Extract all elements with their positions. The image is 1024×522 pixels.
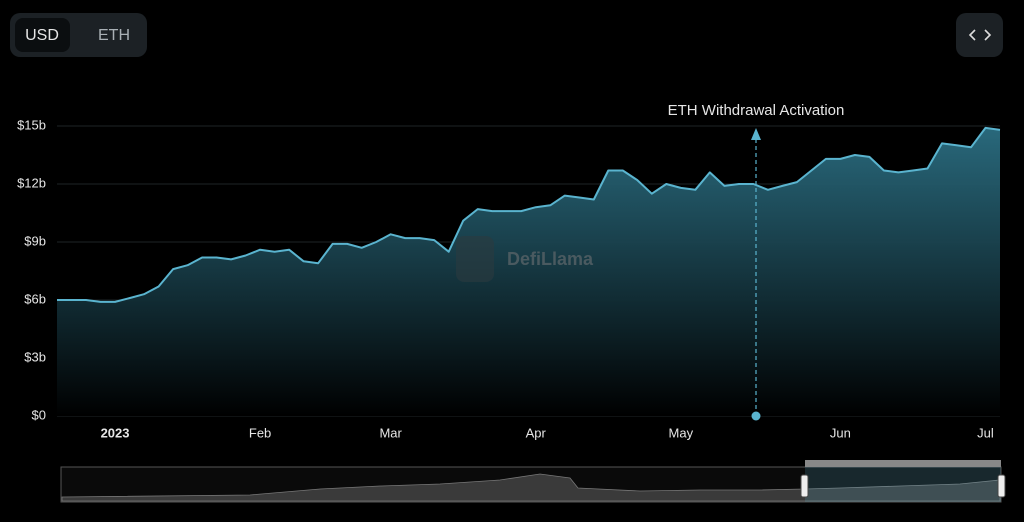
annotation-arrow bbox=[751, 128, 761, 140]
navigator-handle[interactable] bbox=[800, 474, 809, 498]
x-tick-label: 2023 bbox=[101, 425, 130, 440]
line bbox=[57, 126, 1001, 303]
x-tick-label: May bbox=[669, 425, 694, 440]
toggle-usd[interactable]: USD bbox=[25, 27, 59, 44]
y-tick-label: $0 bbox=[32, 407, 46, 422]
embed-icon bbox=[968, 29, 992, 41]
embed-button[interactable] bbox=[956, 13, 1003, 57]
y-tick-label: $3b bbox=[24, 349, 46, 364]
x-tick-label: Jun bbox=[830, 425, 851, 440]
x-tick-label: Apr bbox=[526, 425, 547, 440]
navigator-bar[interactable] bbox=[805, 460, 1001, 467]
y-tick-label: $12b bbox=[17, 175, 46, 190]
watermark-logo bbox=[456, 236, 494, 282]
plot-area: $0 $3b $6b $9b $12b $15b 2023 Feb Mar Apr May Jun Ju… bbox=[17, 102, 1001, 440]
watermark: DefiLlama bbox=[507, 249, 594, 269]
navigator-handle[interactable] bbox=[997, 474, 1006, 498]
toggle-active[interactable] bbox=[15, 18, 70, 52]
y-tick-label: $15b bbox=[17, 117, 46, 132]
y-tick-label: $6b bbox=[24, 291, 46, 306]
area-fill bbox=[57, 127, 1000, 417]
x-tick-label: Mar bbox=[379, 425, 402, 440]
navigator-selection[interactable] bbox=[805, 467, 1001, 502]
y-tick-label: $9b bbox=[24, 233, 46, 248]
annotation-dot bbox=[751, 411, 761, 421]
toggle-eth[interactable]: ETH bbox=[98, 27, 130, 44]
x-tick-label: Jul bbox=[977, 425, 994, 440]
annotation-text: ETH Withdrawal Activation bbox=[668, 102, 845, 119]
x-tick-label: Feb bbox=[249, 425, 271, 440]
navigator-series bbox=[61, 473, 1001, 502]
